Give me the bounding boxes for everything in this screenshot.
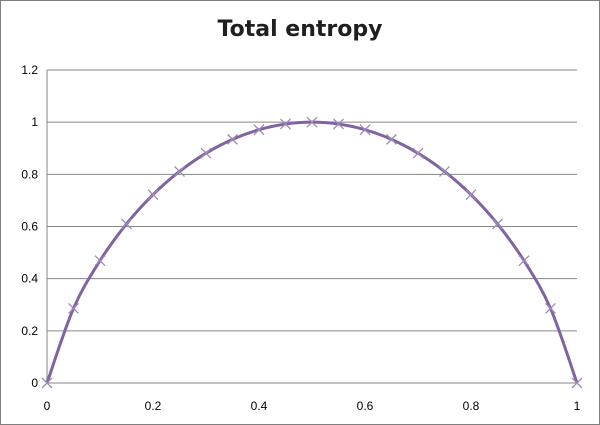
y-tick-label: 0 (31, 376, 38, 390)
data-point (306, 116, 318, 128)
data-point (68, 302, 79, 314)
y-tick-label: 0.8 (21, 167, 38, 181)
series (45, 120, 579, 384)
data-point (121, 218, 132, 230)
y-tick-labels: 0 0.2 0.4 0.6 0.8 1 1.2 (21, 63, 38, 390)
x-tick-labels: 0 0.2 0.4 0.6 0.8 1 (44, 399, 581, 413)
x-tick-label: 0.4 (251, 399, 268, 413)
data-point (227, 133, 238, 145)
x-tick-label: 0.8 (463, 399, 480, 413)
data-point (412, 147, 424, 159)
chart-title: Total entropy (217, 17, 383, 42)
gridlines (47, 69, 577, 332)
data-point (359, 124, 371, 136)
x-tick-label: 1 (574, 399, 581, 413)
x-tick-label: 0 (44, 399, 51, 413)
y-tick-label: 0.4 (21, 272, 38, 286)
series-line (45, 120, 579, 384)
data-point (571, 377, 583, 389)
axes (46, 70, 577, 384)
x-tick-label: 0.2 (145, 399, 162, 413)
data-point (41, 377, 53, 389)
data-point (333, 118, 344, 130)
data-point (439, 166, 450, 177)
data-point (94, 255, 106, 267)
data-point (518, 255, 530, 267)
data-point (465, 189, 477, 201)
y-tick-label: 1 (31, 115, 38, 129)
data-point (386, 133, 397, 145)
y-tick-label: 0.2 (21, 324, 38, 338)
data-point (200, 147, 212, 159)
data-point (280, 118, 291, 130)
data-point (492, 218, 503, 230)
y-tick-label: 1.2 (21, 63, 38, 77)
data-point (174, 166, 185, 177)
y-tick-label: 0.6 (21, 220, 38, 234)
markers (41, 116, 583, 389)
x-tick-label: 0.6 (357, 399, 374, 413)
data-point (253, 124, 265, 136)
data-point (147, 189, 159, 201)
data-point (545, 302, 556, 314)
